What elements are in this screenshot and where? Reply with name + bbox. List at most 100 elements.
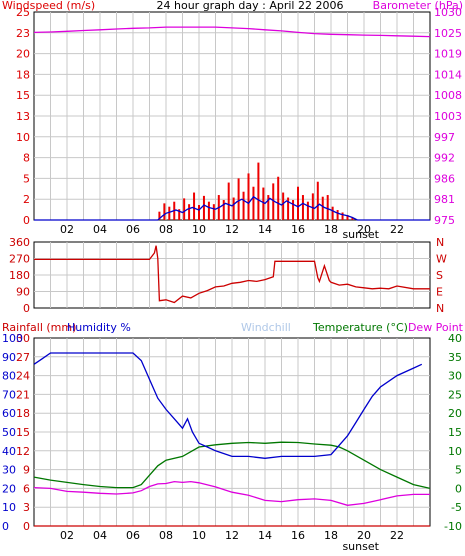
rainfall-tick-label: 12 xyxy=(16,445,30,458)
x-tick-label: 16 xyxy=(291,223,305,236)
windspeed-tick-label: 5 xyxy=(23,172,30,185)
rainfall-tick-label: 9 xyxy=(23,464,30,477)
barometer-tick-label: 981 xyxy=(434,193,455,206)
compass-letter: W xyxy=(436,253,447,266)
barometer-tick-label: 986 xyxy=(434,172,455,185)
humidity-tick-label: 10 xyxy=(2,501,16,514)
rainfall-tick-label: 21 xyxy=(16,388,30,401)
direction-series xyxy=(34,245,430,304)
humidity-axis-label: Humidity % xyxy=(67,321,131,334)
temp-series xyxy=(33,352,431,527)
windspeed-axis-label: Windspeed (m/s) xyxy=(2,0,95,12)
humidity-tick-label: 30 xyxy=(2,464,16,477)
direction-tick-label: 270 xyxy=(9,253,30,266)
x-tick-label: 04 xyxy=(93,223,107,236)
x-tick-label: 20 xyxy=(357,529,371,542)
windspeed-tick-label: 15 xyxy=(16,89,30,102)
temperature-tick-label: 35 xyxy=(448,351,462,364)
direction-tick-label: 0 xyxy=(23,302,30,315)
humidity-tick-label: 80 xyxy=(2,370,16,383)
humidity-tick-label: 70 xyxy=(2,388,16,401)
barometer-tick-label: 1003 xyxy=(434,110,462,123)
temp-ticks: 0369121518212427300102030405060708090100… xyxy=(2,332,462,553)
temp-grid xyxy=(34,338,430,526)
humidity-line xyxy=(33,352,423,459)
x-tick-label: 10 xyxy=(192,529,206,542)
barometer-tick-label: 1019 xyxy=(434,48,462,61)
temperature-tick-label: 10 xyxy=(448,445,462,458)
x-tick-label: 02 xyxy=(60,223,74,236)
x-tick-label: 20 xyxy=(357,223,371,236)
dewpoint-axis-label: Dew Point xyxy=(408,321,464,334)
windspeed-tick-label: 0 xyxy=(23,214,30,227)
compass-letter: N xyxy=(436,302,444,315)
rainfall-tick-label: 18 xyxy=(16,407,30,420)
rainfall-tick-label: 15 xyxy=(16,426,30,439)
rainfall-tick-label: 6 xyxy=(23,482,30,495)
x-tick-label: 12 xyxy=(225,223,239,236)
x-tick-label: 14 xyxy=(258,223,272,236)
temperature-tick-label: 0 xyxy=(455,482,462,495)
x-tick-label: 10 xyxy=(192,223,206,236)
sunset-label: sunset xyxy=(342,228,379,241)
rainfall-tick-label: 0 xyxy=(23,520,30,533)
rainfall-tick-label: 27 xyxy=(16,351,30,364)
temperature-tick-label: 40 xyxy=(448,332,462,345)
barometer-line xyxy=(33,26,431,38)
barometer-tick-label: 975 xyxy=(434,214,455,227)
wind-ticks: 0258101315182023259759819869929971003100… xyxy=(16,6,462,241)
x-tick-label: 22 xyxy=(390,223,404,236)
graph-title: 24 hour graph day : April 22 2006 xyxy=(157,0,344,12)
humidity-tick-label: 100 xyxy=(2,332,23,345)
temperature-axis-label: Temperature (°C) xyxy=(312,321,408,334)
windspeed-tick-label: 13 xyxy=(16,110,30,123)
x-tick-label: 22 xyxy=(390,529,404,542)
temperature-tick-label: 5 xyxy=(455,464,462,477)
x-tick-label: 18 xyxy=(324,223,338,236)
x-tick-label: 06 xyxy=(126,223,140,236)
barometer-tick-label: 1008 xyxy=(434,89,462,102)
rainfall-tick-label: 3 xyxy=(23,501,30,514)
temperature-tick-label: 25 xyxy=(448,388,462,401)
windspeed-tick-label: 25 xyxy=(16,6,30,19)
barometer-tick-label: 1030 xyxy=(434,6,462,19)
humidity-tick-label: 90 xyxy=(2,351,16,364)
wind-barometer-panel: 0258101315182023259759819869929971003100… xyxy=(2,0,463,241)
x-tick-label: 08 xyxy=(159,529,173,542)
humidity-temperature-panel: 0369121518212427300102030405060708090100… xyxy=(2,321,464,553)
temperature-tick-label: 30 xyxy=(448,370,462,383)
windspeed-tick-label: 20 xyxy=(16,48,30,61)
humidity-tick-label: 0 xyxy=(2,520,9,533)
temperature-tick-label: 20 xyxy=(448,407,462,420)
windspeed-tick-label: 10 xyxy=(16,131,30,144)
windspeed-tick-label: 18 xyxy=(16,68,30,81)
barometer-tick-label: 997 xyxy=(434,131,455,144)
humidity-tick-label: 60 xyxy=(2,407,16,420)
wind-grid xyxy=(34,12,430,220)
humidity-tick-label: 20 xyxy=(2,482,16,495)
windspeed-tick-label: 8 xyxy=(23,152,30,165)
x-tick-label: 16 xyxy=(291,529,305,542)
x-tick-label: 12 xyxy=(225,529,239,542)
direction-tick-label: 180 xyxy=(9,269,30,282)
temperature-line xyxy=(33,441,431,490)
humidity-tick-label: 50 xyxy=(2,426,16,439)
barometer-tick-label: 992 xyxy=(434,152,455,165)
windspeed-line xyxy=(34,195,430,221)
dewpoint-line xyxy=(33,480,430,506)
compass-letter: S xyxy=(436,269,443,282)
temperature-tick-label: -5 xyxy=(451,501,462,514)
barometer-axis-label: Barometer (hPa) xyxy=(373,0,463,12)
wind-direction-line xyxy=(34,245,430,304)
rainfall-tick-label: 30 xyxy=(16,332,30,345)
windspeed-tick-label: 2 xyxy=(23,193,30,206)
x-tick-label: 18 xyxy=(324,529,338,542)
sunset-label: sunset xyxy=(342,540,379,553)
rainfall-tick-label: 24 xyxy=(16,370,30,383)
windspeed-tick-label: 23 xyxy=(16,27,30,40)
direction-tick-label: 360 xyxy=(9,236,30,249)
barometer-tick-label: 1025 xyxy=(434,27,462,40)
